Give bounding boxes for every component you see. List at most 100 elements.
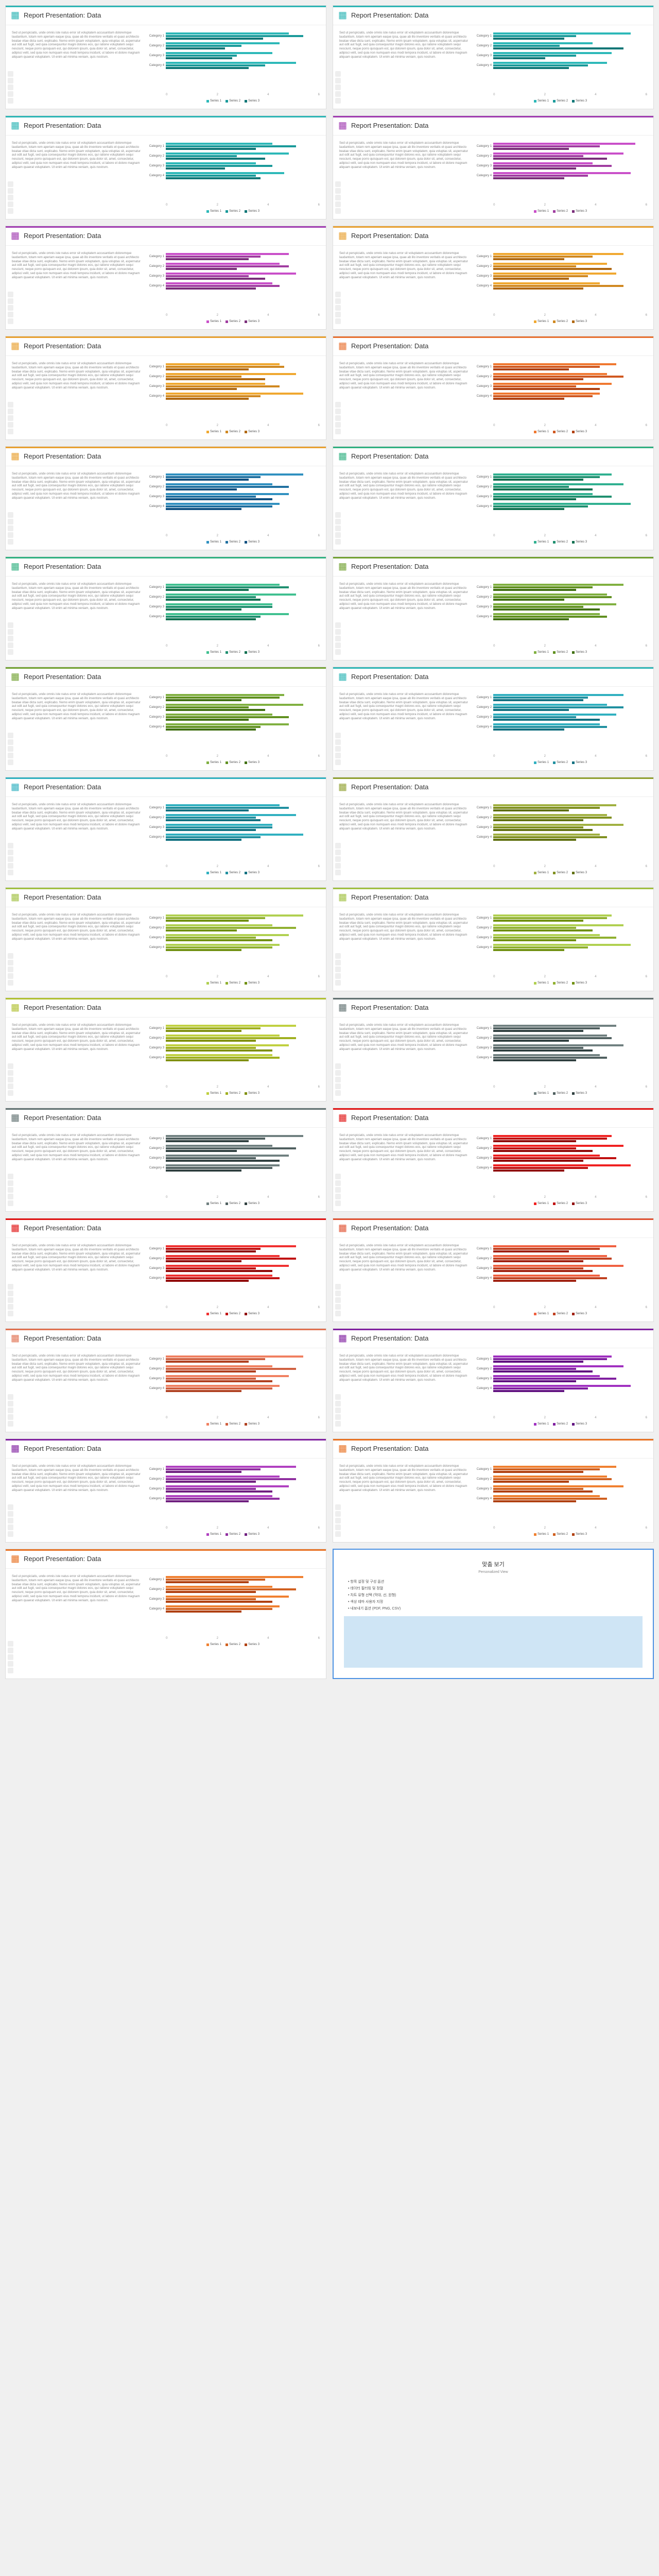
social-icon[interactable] <box>335 208 341 214</box>
social-icon[interactable] <box>8 539 13 545</box>
social-icon[interactable] <box>335 1297 341 1303</box>
social-icon[interactable] <box>335 1531 341 1537</box>
social-icon[interactable] <box>335 305 341 311</box>
social-icon[interactable] <box>335 843 341 849</box>
social-icon[interactable] <box>8 512 13 518</box>
social-icon[interactable] <box>335 973 341 979</box>
social-icon[interactable] <box>8 636 13 641</box>
social-icon[interactable] <box>335 1414 341 1420</box>
social-icon[interactable] <box>335 1311 341 1316</box>
social-icon[interactable] <box>8 753 13 758</box>
social-icon[interactable] <box>8 1284 13 1290</box>
social-icon[interactable] <box>8 1200 13 1206</box>
social-icon[interactable] <box>335 967 341 972</box>
social-icon[interactable] <box>335 1083 341 1089</box>
social-icon[interactable] <box>8 305 13 311</box>
social-icon[interactable] <box>8 1083 13 1089</box>
social-icon[interactable] <box>335 746 341 752</box>
social-icon[interactable] <box>335 1518 341 1523</box>
social-icon[interactable] <box>335 409 341 414</box>
social-icon[interactable] <box>8 1524 13 1530</box>
social-icon[interactable] <box>8 1180 13 1186</box>
social-icon[interactable] <box>335 622 341 628</box>
template-card-5[interactable]: ▦ Report Presentation: Data Sed ut persp… <box>333 226 654 330</box>
social-icon[interactable] <box>335 759 341 765</box>
social-icon[interactable] <box>8 195 13 200</box>
social-icon[interactable] <box>8 429 13 434</box>
social-icon[interactable] <box>335 1090 341 1096</box>
social-icon[interactable] <box>335 960 341 965</box>
social-icon[interactable] <box>8 1304 13 1310</box>
social-icon[interactable] <box>8 960 13 965</box>
social-icon[interactable] <box>335 298 341 304</box>
template-card-13[interactable]: ▦ Report Presentation: Data Sed ut persp… <box>333 667 654 771</box>
social-icon[interactable] <box>335 512 341 518</box>
template-card-18[interactable]: ▦ Report Presentation: Data Sed ut persp… <box>5 997 326 1101</box>
social-icon[interactable] <box>8 1077 13 1082</box>
template-card-10[interactable]: ▦ Report Presentation: Data Sed ut persp… <box>5 556 326 660</box>
social-icon[interactable] <box>8 1394 13 1400</box>
social-icon[interactable] <box>335 642 341 648</box>
social-icon[interactable] <box>8 1511 13 1517</box>
template-card-23[interactable]: ▦ Report Presentation: Data Sed ut persp… <box>333 1218 654 1322</box>
social-icon[interactable] <box>335 526 341 531</box>
template-card-14[interactable]: ▦ Report Presentation: Data Sed ut persp… <box>5 777 326 881</box>
social-icon[interactable] <box>335 1284 341 1290</box>
social-icon[interactable] <box>8 733 13 738</box>
social-icon[interactable] <box>335 422 341 428</box>
social-icon[interactable] <box>8 1654 13 1660</box>
social-icon[interactable] <box>8 1421 13 1427</box>
social-icon[interactable] <box>335 1174 341 1179</box>
social-icon[interactable] <box>8 746 13 752</box>
social-icon[interactable] <box>8 532 13 538</box>
social-icon[interactable] <box>8 1063 13 1069</box>
template-card-19[interactable]: ▦ Report Presentation: Data Sed ut persp… <box>333 997 654 1101</box>
social-icon[interactable] <box>8 843 13 849</box>
social-icon[interactable] <box>335 195 341 200</box>
social-icon[interactable] <box>335 870 341 875</box>
template-card-28[interactable]: ▦ Report Presentation: Data Sed ut persp… <box>5 1549 326 1679</box>
social-icon[interactable] <box>8 188 13 194</box>
social-icon[interactable] <box>335 1394 341 1400</box>
social-icon[interactable] <box>8 84 13 90</box>
template-card-9[interactable]: ▦ Report Presentation: Data Sed ut persp… <box>333 446 654 550</box>
social-icon[interactable] <box>8 759 13 765</box>
social-icon[interactable] <box>335 1077 341 1082</box>
social-icon[interactable] <box>335 98 341 104</box>
social-icon[interactable] <box>8 526 13 531</box>
template-card-16[interactable]: ▦ Report Presentation: Data Sed ut persp… <box>5 887 326 991</box>
social-icon[interactable] <box>335 1408 341 1413</box>
social-icon[interactable] <box>8 1401 13 1406</box>
social-icon[interactable] <box>335 539 341 545</box>
social-icon[interactable] <box>335 636 341 641</box>
social-icon[interactable] <box>8 1668 13 1673</box>
social-icon[interactable] <box>8 629 13 635</box>
social-icon[interactable] <box>8 1531 13 1537</box>
template-card-7[interactable]: ▦ Report Presentation: Data Sed ut persp… <box>333 336 654 440</box>
social-icon[interactable] <box>335 1511 341 1517</box>
template-card-0[interactable]: ▦ Report Presentation: Data Sed ut persp… <box>5 5 326 109</box>
social-icon[interactable] <box>8 1174 13 1179</box>
social-icon[interactable] <box>335 739 341 745</box>
social-icon[interactable] <box>335 629 341 635</box>
social-icon[interactable] <box>8 953 13 959</box>
social-icon[interactable] <box>335 953 341 959</box>
social-icon[interactable] <box>8 181 13 187</box>
social-icon[interactable] <box>8 1414 13 1420</box>
social-icon[interactable] <box>8 980 13 986</box>
social-icon[interactable] <box>8 1518 13 1523</box>
social-icon[interactable] <box>335 733 341 738</box>
social-icon[interactable] <box>335 1504 341 1510</box>
social-icon[interactable] <box>335 181 341 187</box>
template-card-25[interactable]: ▦ Report Presentation: Data Sed ut persp… <box>333 1328 654 1432</box>
social-icon[interactable] <box>8 973 13 979</box>
social-icon[interactable] <box>335 318 341 324</box>
social-icon[interactable] <box>8 1504 13 1510</box>
social-icon[interactable] <box>8 201 13 207</box>
social-icon[interactable] <box>8 622 13 628</box>
special-card[interactable]: 맞춤 보기 Personalized View • 항목 설정 및 구성 옵션•… <box>333 1549 654 1679</box>
template-card-11[interactable]: ▦ Report Presentation: Data Sed ut persp… <box>333 556 654 660</box>
social-icon[interactable] <box>8 312 13 317</box>
social-icon[interactable] <box>335 1524 341 1530</box>
social-icon[interactable] <box>335 1187 341 1193</box>
